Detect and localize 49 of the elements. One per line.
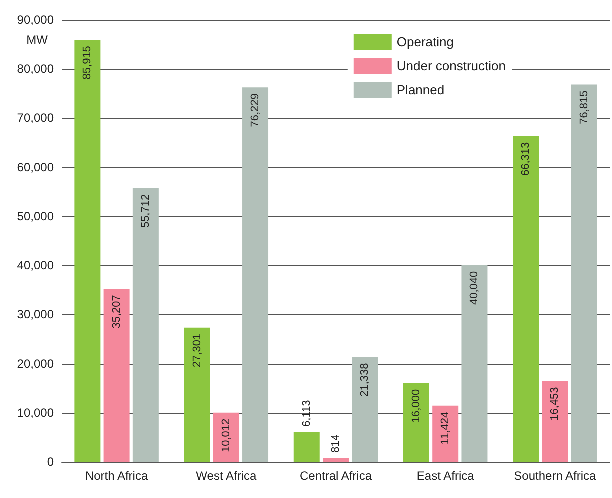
legend-label: Operating bbox=[396, 34, 454, 50]
x-tick-label: West Africa bbox=[196, 469, 257, 483]
legend-label: Planned bbox=[396, 82, 445, 98]
bar bbox=[352, 357, 378, 462]
y-tick-label: 60,000 bbox=[17, 160, 54, 174]
y-tick-label: 50,000 bbox=[17, 209, 54, 224]
x-tick-label: East Africa bbox=[416, 469, 475, 483]
bar bbox=[432, 406, 459, 462]
data-label: 814 bbox=[330, 434, 342, 453]
y-axis-title: MW bbox=[26, 33, 49, 47]
bar bbox=[513, 136, 540, 462]
y-tick-label: 20,000 bbox=[17, 356, 54, 371]
data-label: 85,915 bbox=[82, 46, 94, 80]
y-tick-label: 90,000 bbox=[17, 13, 54, 27]
data-label: 21,338 bbox=[359, 363, 372, 397]
y-tick-label: 10,000 bbox=[17, 406, 54, 420]
data-label: 16,000 bbox=[410, 389, 422, 424]
x-tick-label: Southern Africa bbox=[514, 469, 597, 483]
legend-label: Under construction bbox=[396, 58, 506, 74]
data-label: 27,301 bbox=[191, 334, 204, 368]
data-label: 6,113 bbox=[300, 400, 313, 427]
bar bbox=[294, 432, 320, 462]
data-label: 66,313 bbox=[520, 142, 532, 176]
bar bbox=[184, 328, 210, 462]
data-label: 76,229 bbox=[250, 94, 262, 128]
bar bbox=[74, 40, 101, 462]
data-label: 76,815 bbox=[578, 90, 590, 124]
bar bbox=[462, 265, 488, 462]
data-label: 16,453 bbox=[549, 387, 562, 421]
bar bbox=[132, 188, 159, 462]
y-tick-label: 0 bbox=[47, 455, 54, 469]
y-tick-label: 30,000 bbox=[17, 308, 54, 322]
y-tick-label: 80,000 bbox=[17, 62, 54, 76]
bar bbox=[542, 381, 568, 462]
bar bbox=[104, 289, 130, 462]
y-tick-label: 40,000 bbox=[17, 258, 54, 273]
data-label: 10,012 bbox=[220, 418, 232, 452]
x-tick-label: North Africa bbox=[85, 469, 148, 483]
data-label: 35,207 bbox=[110, 295, 123, 329]
bar bbox=[213, 412, 240, 462]
x-tick-label: Central Africa bbox=[300, 469, 372, 483]
data-label: 40,040 bbox=[468, 271, 481, 306]
bar bbox=[242, 88, 269, 462]
bar bbox=[403, 383, 430, 462]
data-label: 11,424 bbox=[440, 412, 452, 445]
data-label: 55,712 bbox=[140, 194, 152, 228]
bar bbox=[323, 458, 349, 462]
bar bbox=[571, 84, 598, 462]
y-tick-label: 70,000 bbox=[17, 111, 54, 126]
